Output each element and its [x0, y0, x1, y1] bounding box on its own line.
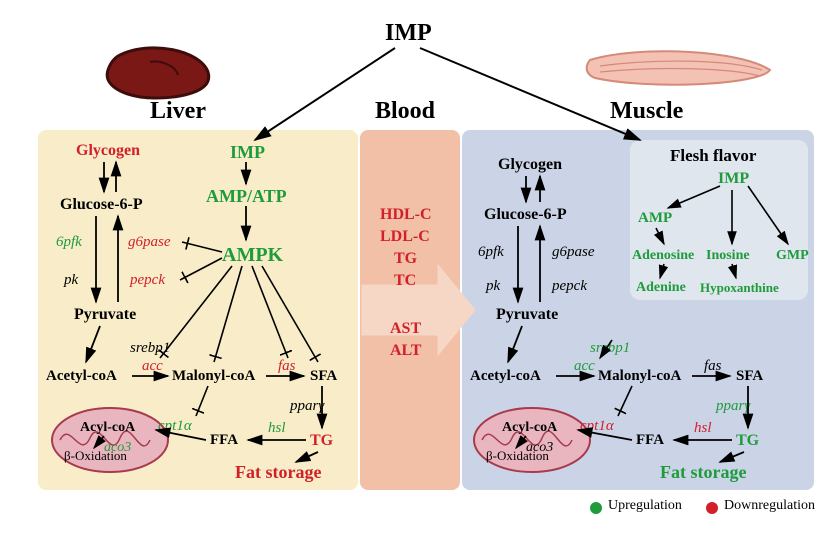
liver-acylcoa: Acyl-coA — [80, 420, 135, 436]
top-title: IMP — [385, 20, 432, 47]
flesh-flavor-title: Flesh flavor — [670, 146, 756, 166]
liver-ampk: AMPK — [222, 244, 283, 267]
blood-ast: AST — [390, 320, 421, 338]
muscle-pepck: pepck — [552, 278, 587, 295]
liver-hsl: hsl — [268, 420, 286, 437]
liver-cpt1a: cpt1α — [158, 418, 192, 435]
legend-up-dot — [590, 502, 602, 514]
muscle-malonylcoa: Malonyl-coA — [598, 368, 681, 385]
muscle-tg: TG — [736, 432, 759, 450]
blood-panel — [360, 130, 460, 490]
blood-tc: TC — [394, 272, 416, 290]
blood-hdlc: HDL-C — [380, 206, 432, 224]
liver-fas: fas — [278, 358, 296, 375]
liver-acc: acc — [142, 358, 163, 375]
liver-ffa: FFA — [210, 432, 238, 449]
muscle-aco3: aco3 — [526, 440, 553, 456]
blood-tg: TG — [394, 250, 417, 268]
muscle-pk: pk — [486, 278, 500, 295]
muscle-glycogen: Glycogen — [498, 156, 562, 174]
liver-g6p: Glucose-6-P — [60, 196, 143, 214]
flavor-amp: AMP — [638, 210, 672, 227]
liver-aco3: aco3 — [104, 440, 131, 456]
legend-down-dot — [706, 502, 718, 514]
liver-glycogen: Glycogen — [76, 142, 140, 160]
liver-fatstorage: Fat storage — [235, 462, 321, 483]
legend-down-text: Downregulation — [724, 498, 815, 514]
liver-pyruvate: Pyruvate — [74, 306, 136, 324]
flavor-adenosine: Adenosine — [632, 248, 694, 264]
muscle-acc: acc — [574, 358, 595, 375]
liver-acetylcoa: Acetyl-coA — [46, 368, 117, 385]
liver-ppary: pparγ — [290, 398, 324, 415]
muscle-hsl: hsl — [694, 420, 712, 437]
liver-title: Liver — [150, 98, 206, 125]
liver-malonylcoa: Malonyl-coA — [172, 368, 255, 385]
flavor-hypoxanthine: Hypoxanthine — [700, 280, 779, 296]
flavor-adenine: Adenine — [636, 280, 686, 296]
liver-6pfk: 6pfk — [56, 234, 82, 251]
flavor-imp: IMP — [718, 170, 749, 188]
liver-pk: pk — [64, 272, 78, 289]
muscle-acetylcoa: Acetyl-coA — [470, 368, 541, 385]
liver-srebp1: srebp1 — [130, 340, 170, 357]
muscle-g6p: Glucose-6-P — [484, 206, 567, 224]
liver-tg: TG — [310, 432, 333, 450]
muscle-fas: fas — [704, 358, 722, 375]
muscle-6pfk: 6pfk — [478, 244, 504, 261]
blood-ldlc: LDL-C — [380, 228, 430, 246]
blood-alt: ALT — [390, 342, 421, 360]
muscle-srebp1: srebp1 — [590, 340, 630, 357]
legend-up-text: Upregulation — [608, 498, 682, 514]
muscle-sfa: SFA — [736, 368, 763, 385]
liver-imp: IMP — [230, 142, 265, 163]
muscle-fatstorage: Fat storage — [660, 462, 746, 483]
muscle-ffa: FFA — [636, 432, 664, 449]
muscle-cpt1a: cpt1α — [580, 418, 614, 435]
muscle-ppary: pparγ — [716, 398, 750, 415]
muscle-g6pase: g6pase — [552, 244, 595, 261]
muscle-title: Muscle — [610, 98, 683, 125]
muscle-pyruvate: Pyruvate — [496, 306, 558, 324]
flavor-inosine: Inosine — [706, 248, 750, 264]
liver-amp-atp: AMP/ATP — [206, 186, 287, 207]
liver-pepck: pepck — [130, 272, 165, 289]
blood-title: Blood — [375, 98, 435, 125]
muscle-acylcoa: Acyl-coA — [502, 420, 557, 436]
flavor-gmp: GMP — [776, 248, 809, 264]
liver-g6pase: g6pase — [128, 234, 171, 251]
liver-sfa: SFA — [310, 368, 337, 385]
